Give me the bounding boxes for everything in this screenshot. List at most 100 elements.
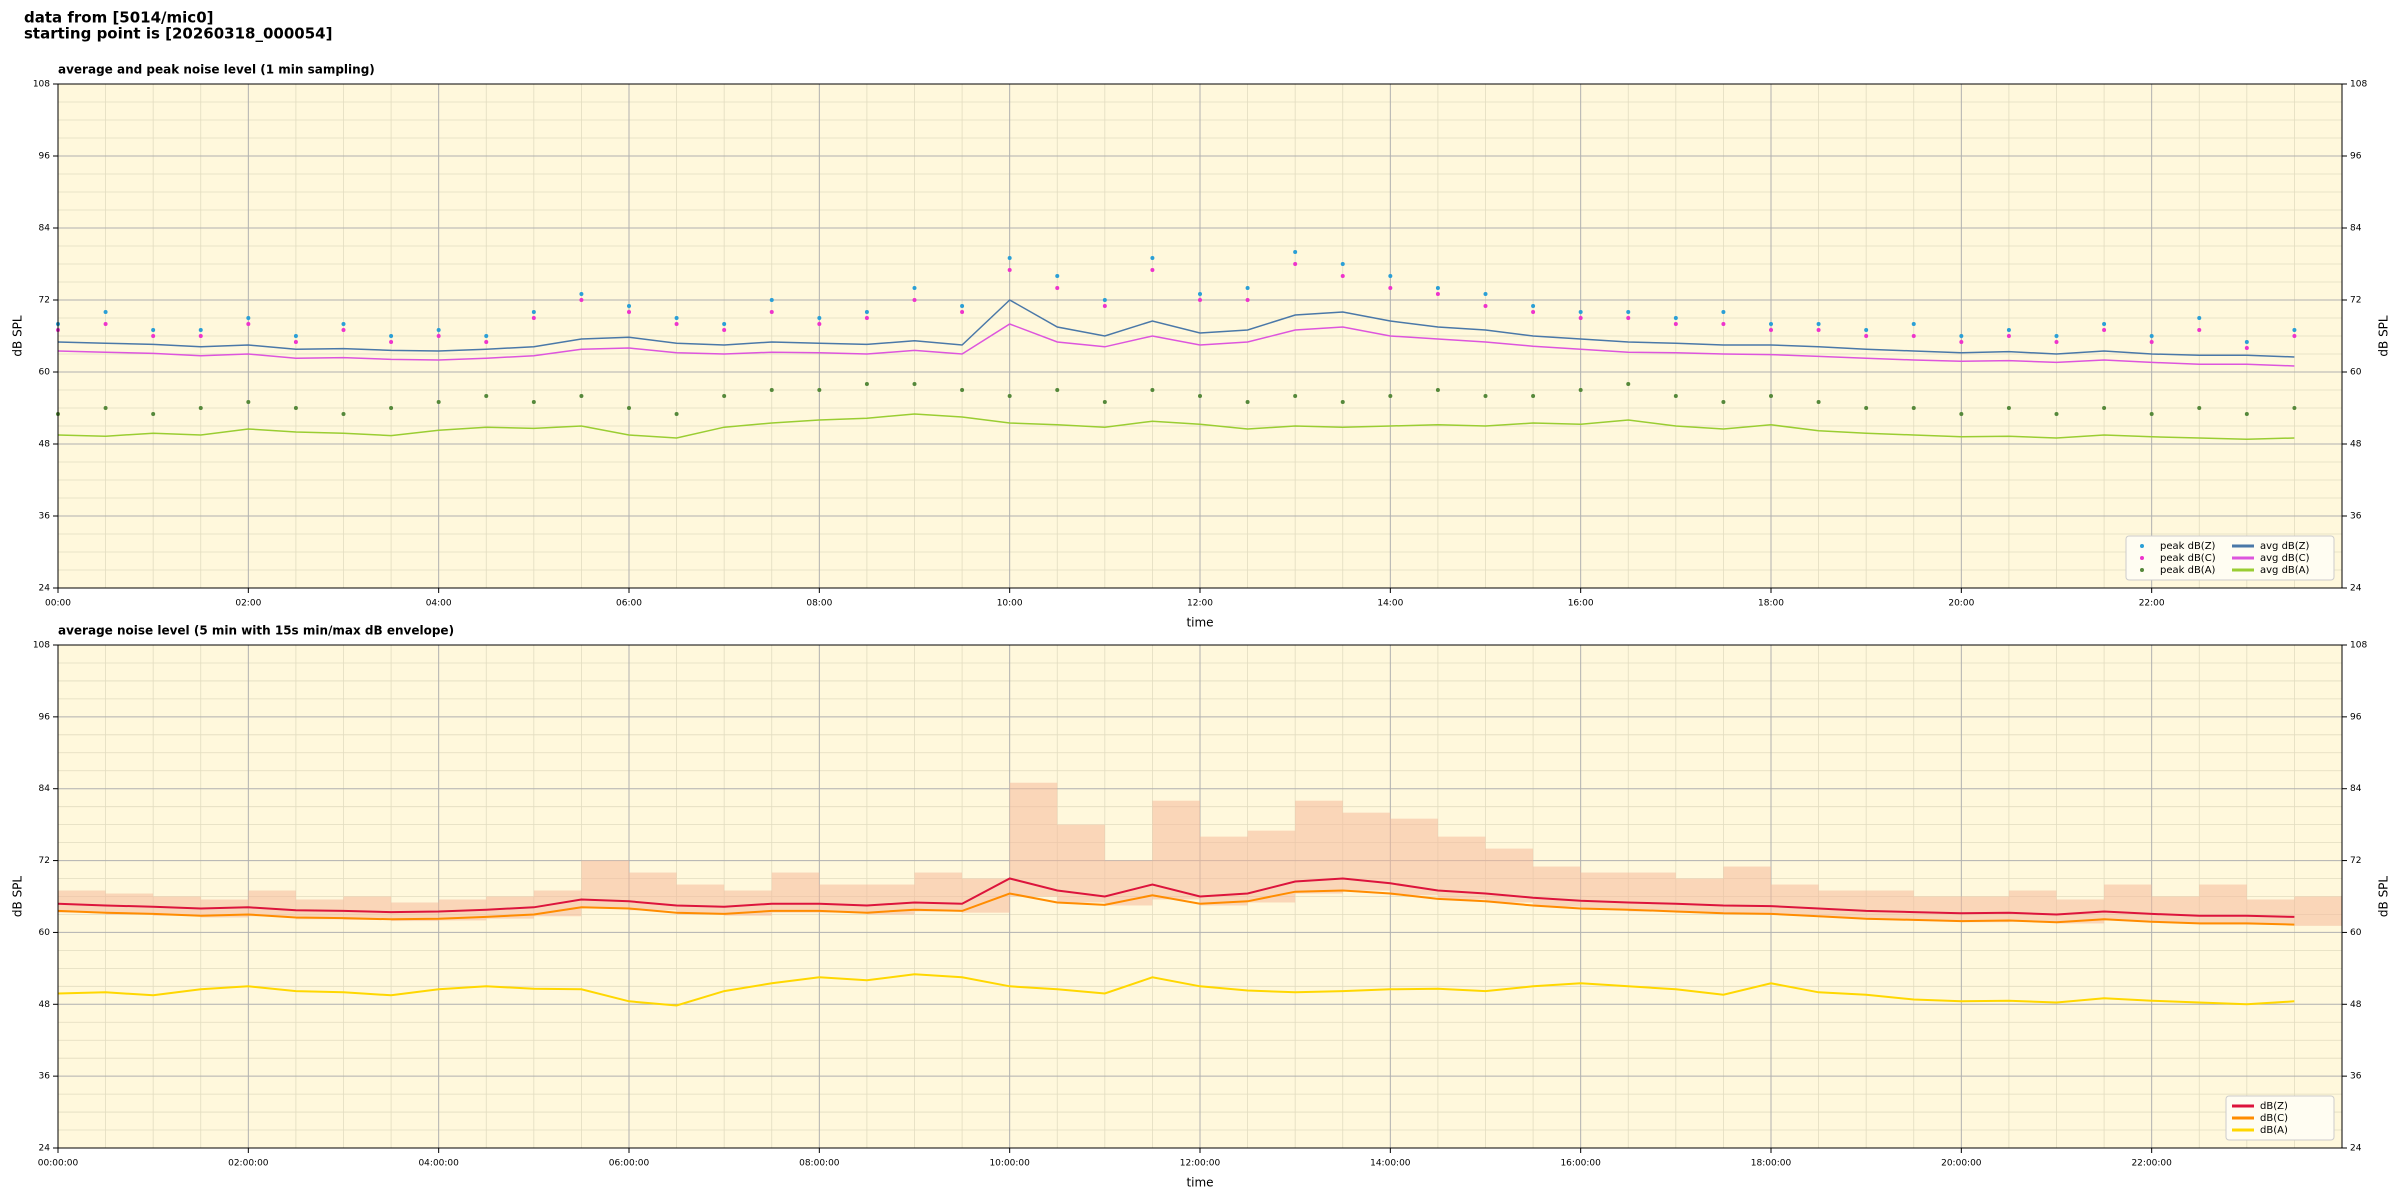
y-tick-label: 48 xyxy=(39,440,51,450)
peak-point xyxy=(1483,292,1488,296)
peak-point xyxy=(1673,316,1678,320)
envelope-band xyxy=(105,893,154,915)
peak-point xyxy=(1578,316,1583,320)
peak-point xyxy=(1816,322,1821,326)
peak-point xyxy=(2149,412,2154,416)
peak-point xyxy=(1435,292,1440,296)
envelope-band xyxy=(914,872,963,912)
peak-point xyxy=(246,316,251,320)
y-tick-label: 24 xyxy=(39,584,51,594)
peak-point xyxy=(2006,328,2011,332)
x-tick-label: 10:00 xyxy=(997,599,1023,609)
peak-point xyxy=(1293,262,1298,266)
peak-point xyxy=(1245,286,1250,290)
envelope-band xyxy=(1390,818,1438,896)
envelope-band xyxy=(295,899,344,920)
peak-point xyxy=(1388,274,1393,278)
peak-point xyxy=(1007,394,1012,398)
peak-point xyxy=(1911,334,1916,338)
x-tick-label: 14:00:00 xyxy=(1370,1159,1411,1169)
peak-point xyxy=(1388,394,1393,398)
legend-marker xyxy=(2140,556,2144,560)
peak-point xyxy=(864,382,869,386)
envelope-band xyxy=(2104,884,2152,921)
peak-point xyxy=(627,406,631,410)
peak-point xyxy=(769,310,774,314)
peak-point xyxy=(1340,274,1345,278)
y2-tick-label: 108 xyxy=(2350,80,2367,90)
peak-point xyxy=(1769,322,1773,326)
peak-point xyxy=(531,310,536,314)
peak-point xyxy=(293,406,298,410)
envelope-band xyxy=(153,896,201,916)
x-tick-label: 16:00 xyxy=(1568,599,1594,609)
y2-tick-label: 36 xyxy=(2350,512,2362,522)
envelope-band xyxy=(1009,782,1058,897)
peak-point xyxy=(341,412,346,416)
y-tick-label: 60 xyxy=(39,368,51,378)
envelope-band xyxy=(1104,860,1153,906)
legend-label: avg dB(A) xyxy=(2260,565,2310,576)
peak-point xyxy=(436,400,441,404)
peak-point xyxy=(2054,412,2059,416)
peak-point xyxy=(1864,334,1869,338)
peak-point xyxy=(484,394,489,398)
peak-point xyxy=(912,382,917,386)
peak-point xyxy=(436,328,441,332)
y2-tick-label: 48 xyxy=(2350,1000,2362,1010)
peak-point xyxy=(293,334,298,338)
peak-point xyxy=(1388,286,1393,290)
peak-point xyxy=(1531,310,1536,314)
envelope-band xyxy=(771,872,820,913)
legend-marker xyxy=(2140,568,2144,572)
peak-point xyxy=(1626,316,1631,320)
peak-point xyxy=(1816,328,1821,332)
envelope-band xyxy=(1342,812,1391,891)
envelope-band xyxy=(1913,896,1962,922)
peak-point xyxy=(579,394,584,398)
peak-point xyxy=(817,388,822,392)
peak-point xyxy=(1340,400,1345,404)
peak-point xyxy=(579,298,584,302)
peak-point xyxy=(2197,316,2202,320)
peak-point xyxy=(1769,394,1773,398)
peak-point xyxy=(1959,334,1964,338)
peak-point xyxy=(151,412,156,416)
chart-title: average noise level (5 min with 15s min/… xyxy=(58,624,454,638)
y2-tick-label: 84 xyxy=(2350,784,2362,794)
y-tick-label: 36 xyxy=(39,512,51,522)
peak-point xyxy=(1483,304,1488,308)
peak-point xyxy=(1483,394,1488,398)
peak-point xyxy=(2292,406,2297,410)
peak-point xyxy=(674,316,679,320)
peak-point xyxy=(864,316,869,320)
legend-marker xyxy=(2140,544,2144,548)
legend-label: dB(Z) xyxy=(2260,1101,2288,1112)
peak-point xyxy=(2292,334,2297,338)
chart-title: average and peak noise level (1 min samp… xyxy=(58,63,375,77)
peak-point xyxy=(1150,388,1155,392)
peak-point xyxy=(627,310,631,314)
peak-point xyxy=(1531,394,1536,398)
peak-point xyxy=(2102,322,2107,326)
peak-point xyxy=(1293,394,1298,398)
peak-point xyxy=(722,394,727,398)
peak-point xyxy=(1435,388,1440,392)
peak-point xyxy=(389,406,394,410)
peak-point xyxy=(103,310,108,314)
peak-point xyxy=(198,334,203,338)
peak-point xyxy=(1959,340,1964,344)
y2-axis-label: dB SPL xyxy=(2377,876,2391,918)
y-tick-label: 48 xyxy=(39,1000,51,1010)
envelope-band xyxy=(58,890,106,913)
peak-point xyxy=(627,304,631,308)
peak-point xyxy=(1340,262,1345,266)
y-tick-label: 72 xyxy=(39,856,50,866)
series-line xyxy=(57,299,2295,358)
x-axis-label: time xyxy=(1186,1176,1213,1190)
y2-tick-label: 96 xyxy=(2350,152,2362,162)
envelope-band xyxy=(1771,884,1819,916)
envelope-band xyxy=(343,896,392,920)
peak-point xyxy=(1721,322,1726,326)
peak-point xyxy=(531,400,536,404)
